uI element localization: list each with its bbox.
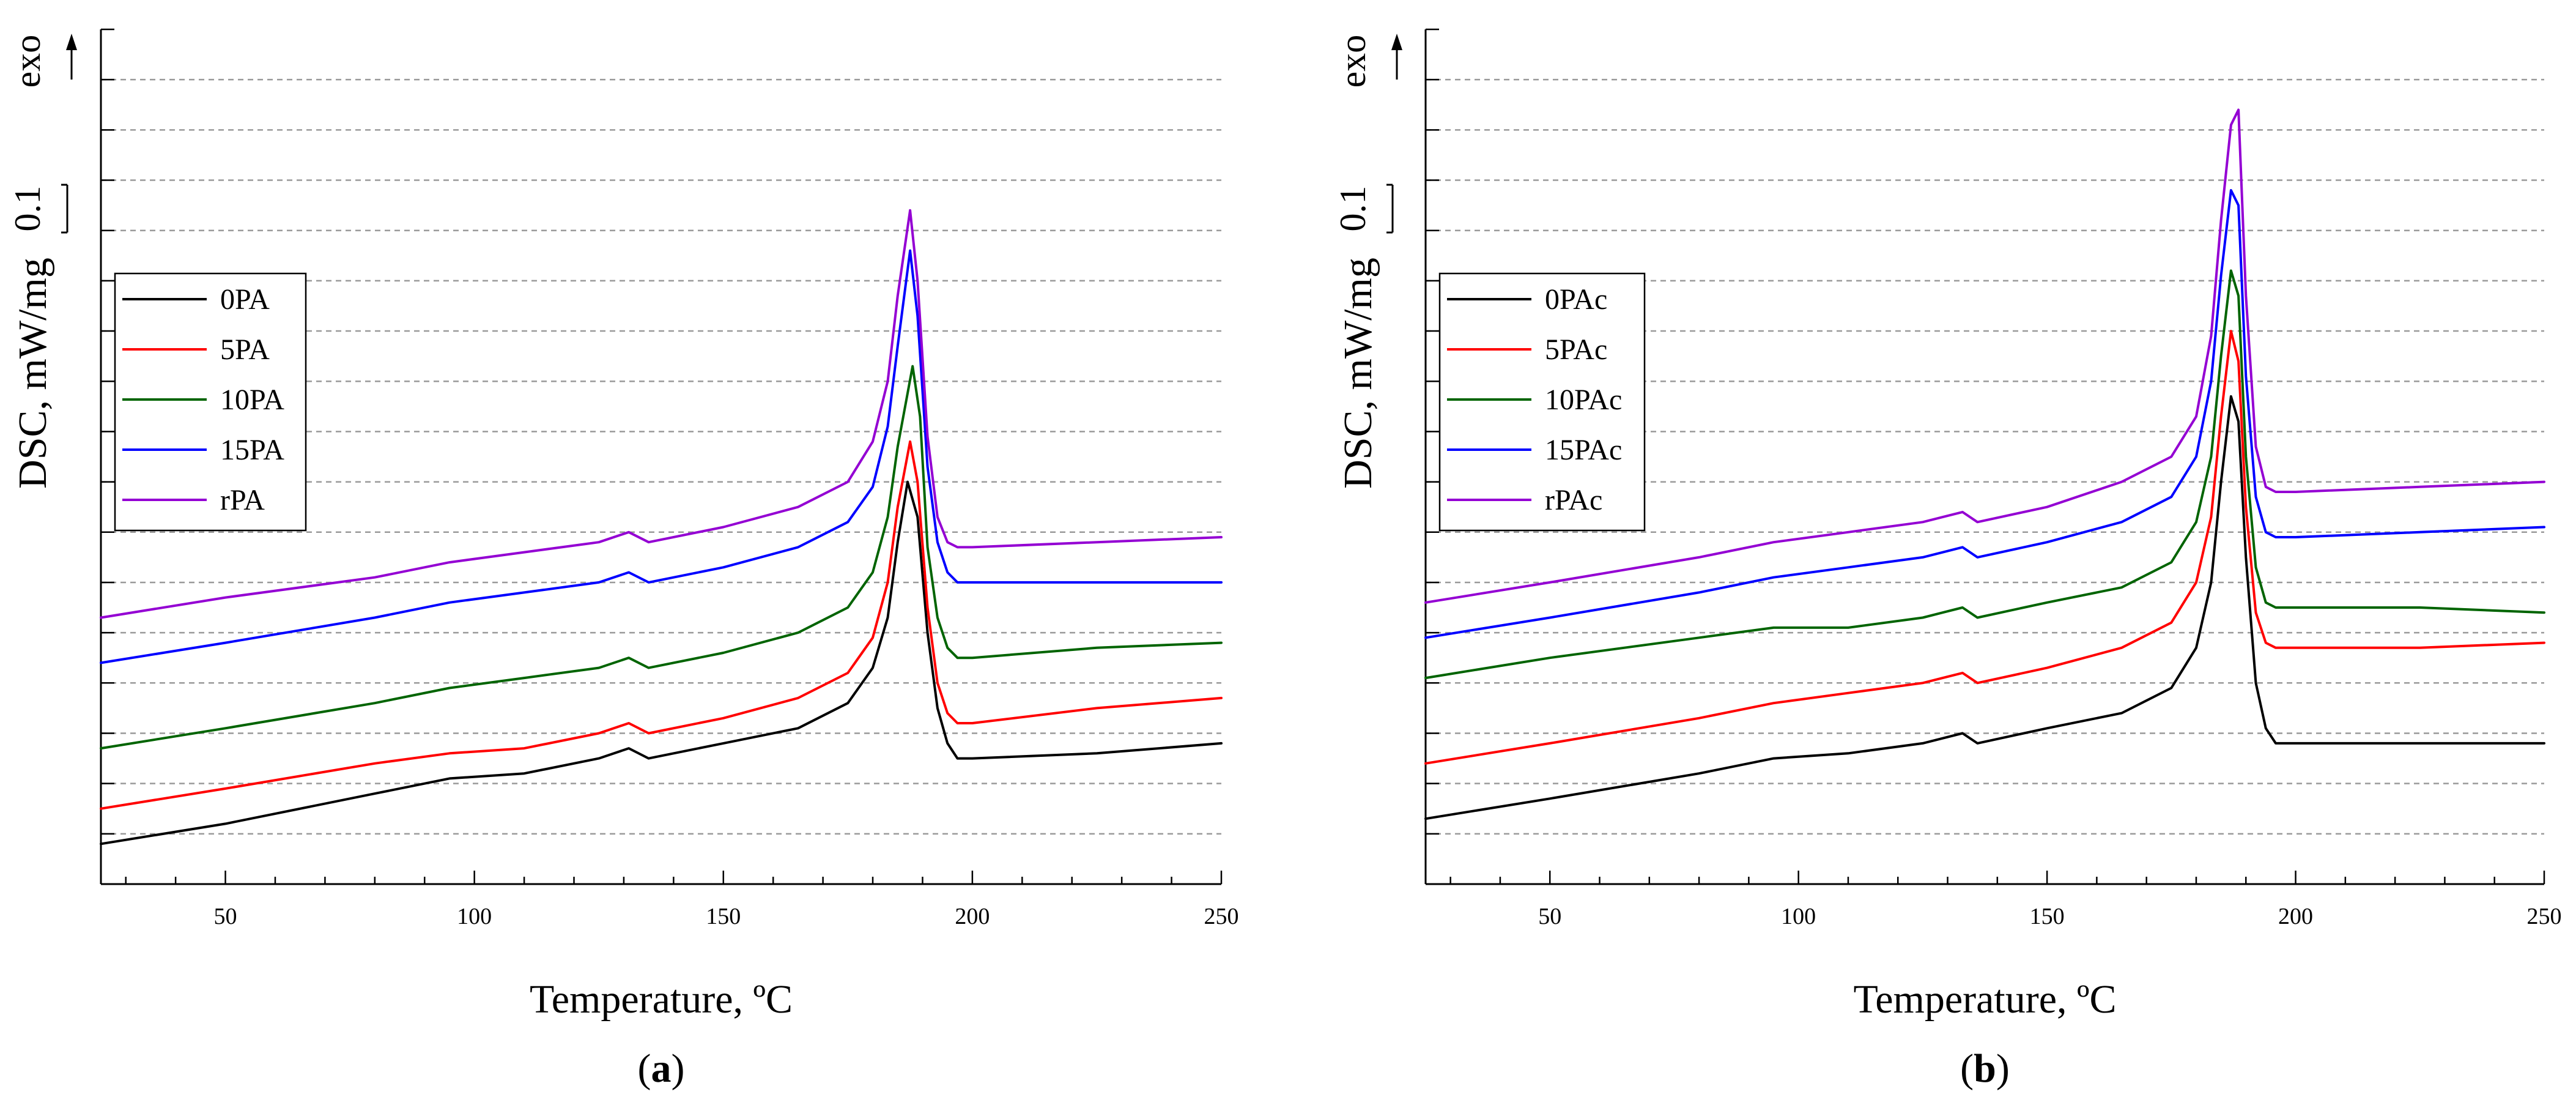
x-tick-label: 150 [2030,904,2065,929]
legend-label-10PA: 10PA [220,384,284,416]
x-tick-label: 200 [2278,904,2313,929]
x-ticks [1449,871,2545,884]
chart-panel-a: 50 100 150 200 250 0PA 5PA 10PA 15PA rPA DSC, mW/m… [7,28,1239,1091]
series-line-15PAc [1424,189,2545,639]
y-axis-title: DSC, mW/mg [10,258,55,489]
legend: 0PAc 5PAc 10PAc 15PAc rPAc [1438,272,1646,532]
series-line-10PA [100,365,1223,750]
exo-label: exo [7,35,48,88]
series-line-0PAc [1424,395,2545,820]
x-axis-title: Temperature, ºC [530,977,793,1022]
x-tick-label: 150 [706,904,741,929]
x-tick-label: 50 [214,904,237,929]
exo-arrow-head [66,34,77,50]
scale-bar-label: 0.1 [7,186,48,232]
legend-label-5PAc: 5PAc [1545,333,1607,366]
y-ticks [101,28,114,885]
legend: 0PA 5PA 10PA 15PA rPA [114,272,307,532]
x-tick-label: 250 [2527,904,2562,929]
x-tick-label: 100 [1781,904,1816,929]
legend-label-5PA: 5PA [220,333,270,366]
legend-label-0PAc: 0PAc [1545,283,1607,316]
chart-panel-b: 50 100 150 200 250 0PAc 5PAc 10PAc 15PAc rPAc DSC,… [1333,28,2562,1091]
series-line-0PA [100,480,1223,846]
scale-bar-label: 0.1 [1333,186,1373,232]
series-line-rPAc [1424,108,2545,604]
panel-label: (b) [1960,1046,2010,1091]
exo-label: exo [1333,35,1373,88]
legend-box [114,272,307,532]
x-tick-label: 250 [1204,904,1239,929]
x-ticks [125,871,1223,884]
series-group [1424,108,2545,820]
legend-label-15PA: 15PA [220,434,284,466]
x-tick-label: 50 [1538,904,1561,929]
legend-box [1438,272,1646,532]
series-line-15PA [100,249,1223,664]
x-tick-label: 200 [955,904,990,929]
x-axis-title: Temperature, ºC [1854,977,2117,1022]
series-line-5PAc [1424,330,2545,765]
series-line-rPA [100,209,1223,619]
series-group [100,209,1223,846]
exo-arrow-head [1391,34,1402,50]
series-line-5PA [100,440,1223,810]
y-axis-title: DSC, mW/mg [1336,258,1380,489]
legend-label-10PAc: 10PAc [1545,384,1622,416]
legend-label-0PA: 0PA [220,283,270,316]
series-line-10PAc [1424,269,2545,680]
x-tick-label: 100 [457,904,492,929]
legend-label-rPAc: rPAc [1545,484,1602,516]
y-ticks [1426,28,1439,885]
legend-label-15PAc: 15PAc [1545,434,1622,466]
legend-label-rPA: rPA [220,484,265,516]
panel-label: (a) [638,1046,685,1091]
